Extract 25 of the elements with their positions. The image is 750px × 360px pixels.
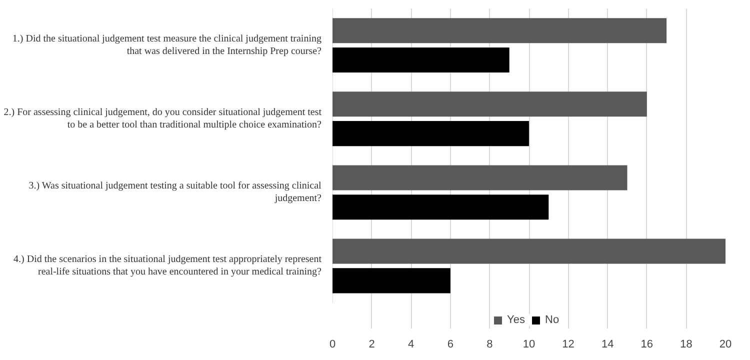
y-tick-label: 4.) Did the scenarios in the situational judgement test appropriately represent real-life situations that you have encountered in your medical training? <box>14 254 322 278</box>
bar <box>332 18 667 44</box>
x-tick-label: 18 <box>680 338 692 350</box>
x-tick-label: 4 <box>408 338 414 350</box>
x-tick-label: 12 <box>562 338 574 350</box>
bar <box>332 238 726 264</box>
x-tick-label: 8 <box>486 338 493 350</box>
bar <box>332 194 549 220</box>
bar <box>332 47 510 72</box>
x-tick-label: 10 <box>522 338 536 350</box>
bar <box>332 121 529 146</box>
x-tick-label: 20 <box>719 338 732 350</box>
y-tick-label: 1.) Did the situational judgement test measure the clinical judgement training that was delivered in the Internship Prep course? <box>12 34 322 58</box>
x-tick-label: 2 <box>368 338 375 350</box>
legend-label: Yes <box>507 314 526 326</box>
bar <box>332 92 647 117</box>
legend-label: No <box>545 314 560 326</box>
x-tick-label: 16 <box>640 338 654 350</box>
x-tick-label: 14 <box>601 338 614 350</box>
bar <box>332 165 628 190</box>
bar <box>332 268 450 294</box>
y-tick-label: 3.) Was situational judgement testing a suitable tool for assessing clinical judgement? <box>28 180 322 204</box>
x-tick-label: 6 <box>447 338 454 350</box>
y-tick-label: 2.) For assessing clinical judgement, do you consider situational judgement test to be a better tool than traditional multiple choice examination? <box>4 107 322 131</box>
x-tick-label: 0 <box>329 338 336 350</box>
